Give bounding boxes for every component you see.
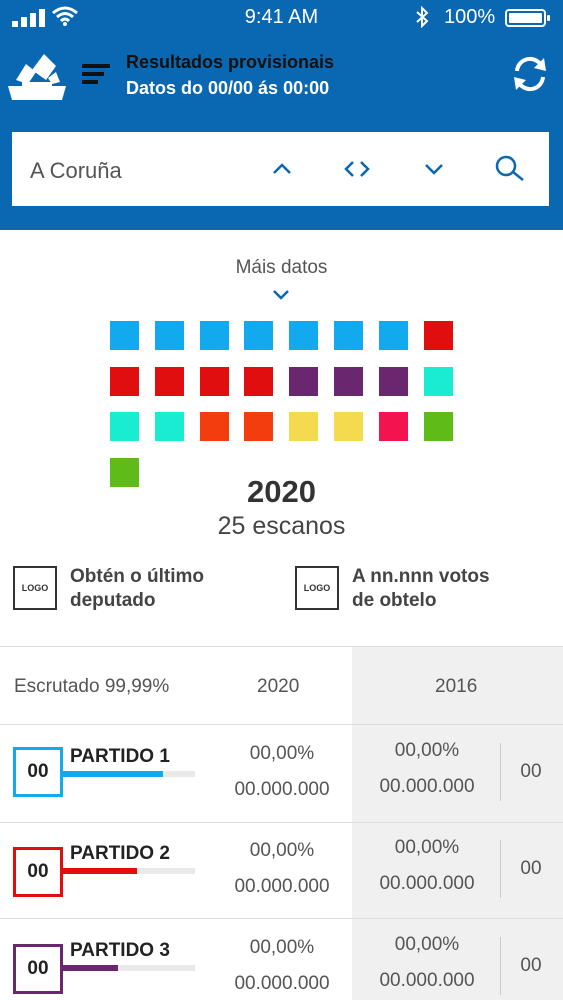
last-deputy-line-2: deputado: [70, 590, 156, 611]
cellular-signal-icon: [12, 9, 45, 27]
seat-square: [110, 457, 139, 487]
election-year: 2020: [247, 474, 316, 509]
seat-square: [110, 321, 139, 350]
percentage-2016: 00,00%: [394, 934, 460, 955]
menu-icon[interactable]: [82, 62, 110, 86]
percentage-2020: 00,00%: [249, 840, 315, 861]
column-header-2016[interactable]: 2016: [435, 676, 478, 697]
percentage-2016: 00,00%: [394, 740, 460, 761]
party-name: PARTIDO 1: [70, 746, 170, 767]
vote-share-bar-fill: [63, 868, 137, 874]
status-bar: 9:41 AM 100%: [0, 0, 563, 36]
party-row[interactable]: 00 PARTIDO 3 00,00% 00.000.000 00,00% 00…: [0, 920, 563, 1000]
refresh-icon[interactable]: [510, 54, 550, 94]
seats-2016: 00: [520, 858, 542, 879]
app-header: Resultados provisionais Datos do 00/00 á…: [0, 36, 563, 230]
percentage-2020: 00,00%: [249, 743, 315, 764]
column-separator: [500, 937, 501, 995]
seat-square: [378, 412, 408, 441]
seat-square: [244, 366, 274, 396]
scrutinized-percentage: Escrutado 99,99%: [14, 676, 170, 697]
seat-square: [199, 321, 229, 350]
seat-square: [378, 321, 408, 350]
seat-square: [199, 412, 229, 441]
seat-square: [110, 412, 139, 441]
divider: [0, 724, 563, 725]
more-data-link[interactable]: Máis datos: [235, 257, 328, 278]
percentage-2016: 00,00%: [394, 837, 460, 858]
party-logo-placeholder: LOGO: [13, 566, 57, 610]
vote-share-bar-fill: [63, 965, 119, 971]
wifi-icon: [52, 6, 78, 26]
seat-square: [244, 412, 274, 441]
seat-square: [154, 366, 184, 396]
seat-square: [334, 321, 363, 350]
bluetooth-icon: [416, 6, 429, 28]
divider: [0, 646, 563, 647]
party-row[interactable]: 00 PARTIDO 1 00,00% 00.000.000 00,00% 00…: [0, 726, 563, 822]
header-title: Resultados provisionais: [126, 52, 335, 72]
seat-square: [199, 366, 229, 396]
votes-2016: 00.000.000: [379, 970, 475, 991]
votes-needed-line-1: A nn.nnn votos: [352, 566, 490, 587]
seat-square: [289, 321, 319, 350]
seat-grid: [110, 321, 460, 491]
clock-time: 9:41 AM: [244, 6, 319, 28]
seat-square: [154, 412, 184, 441]
search-box[interactable]: A Coruña: [12, 132, 549, 206]
seat-square: [110, 366, 139, 396]
party-row[interactable]: 00 PARTIDO 2 00,00% 00.000.000 00,00% 00…: [0, 823, 563, 919]
seat-square: [154, 321, 184, 350]
party-name: PARTIDO 2: [70, 843, 170, 864]
seat-square: [244, 321, 274, 350]
seat-square: [334, 366, 363, 396]
votes-2020: 00.000.000: [234, 973, 330, 994]
last-deputy-line-1: Obtén o último: [70, 566, 205, 587]
seat-square: [378, 366, 408, 396]
vote-share-bar: [63, 868, 195, 874]
total-seats-label: 25 escanos: [217, 512, 346, 540]
votes-2016: 00.000.000: [379, 873, 475, 894]
header-subtitle: Datos do 00/00 ás 00:00: [126, 78, 330, 98]
seat-square: [289, 412, 319, 441]
divider: [0, 822, 563, 823]
vote-share-bar: [63, 771, 195, 777]
battery-icon: [505, 9, 550, 27]
chevron-up-icon[interactable]: [268, 156, 296, 182]
chevron-down-icon[interactable]: [271, 289, 291, 301]
seat-square: [423, 321, 453, 350]
votes-2016: 00.000.000: [379, 776, 475, 797]
search-input[interactable]: A Coruña: [30, 158, 122, 183]
ballot-box-logo-icon: [8, 54, 66, 100]
seat-square: [423, 366, 453, 396]
column-separator: [500, 840, 501, 898]
vote-share-bar-fill: [63, 771, 164, 777]
party-seats-box: 00: [13, 944, 63, 994]
column-2016-background: [352, 646, 563, 1000]
battery-percentage: 100%: [444, 6, 496, 28]
seats-2016: 00: [520, 955, 542, 976]
votes-2020: 00.000.000: [234, 779, 330, 800]
seat-square: [423, 412, 453, 441]
last-deputy-info: Obtén o último deputado: [70, 565, 204, 613]
party-seats-box: 00: [13, 747, 63, 797]
percentage-2020: 00,00%: [249, 937, 315, 958]
seats-2016: 00: [520, 761, 542, 782]
code-brackets-icon[interactable]: [342, 156, 372, 182]
seat-square: [289, 366, 319, 396]
seat-square: [334, 412, 363, 441]
column-header-2020[interactable]: 2020: [257, 676, 300, 697]
chevron-down-icon[interactable]: [420, 156, 448, 182]
party-name: PARTIDO 3: [70, 940, 170, 961]
votes-needed-line-2: de obtelo: [352, 590, 437, 611]
vote-share-bar: [63, 965, 195, 971]
party-logo-placeholder: LOGO: [295, 566, 339, 610]
votes-2020: 00.000.000: [234, 876, 330, 897]
search-icon[interactable]: [494, 154, 526, 184]
party-seats-box: 00: [13, 847, 63, 897]
column-separator: [500, 743, 501, 801]
divider: [0, 918, 563, 919]
votes-needed-info: A nn.nnn votos de obtelo: [352, 565, 490, 613]
